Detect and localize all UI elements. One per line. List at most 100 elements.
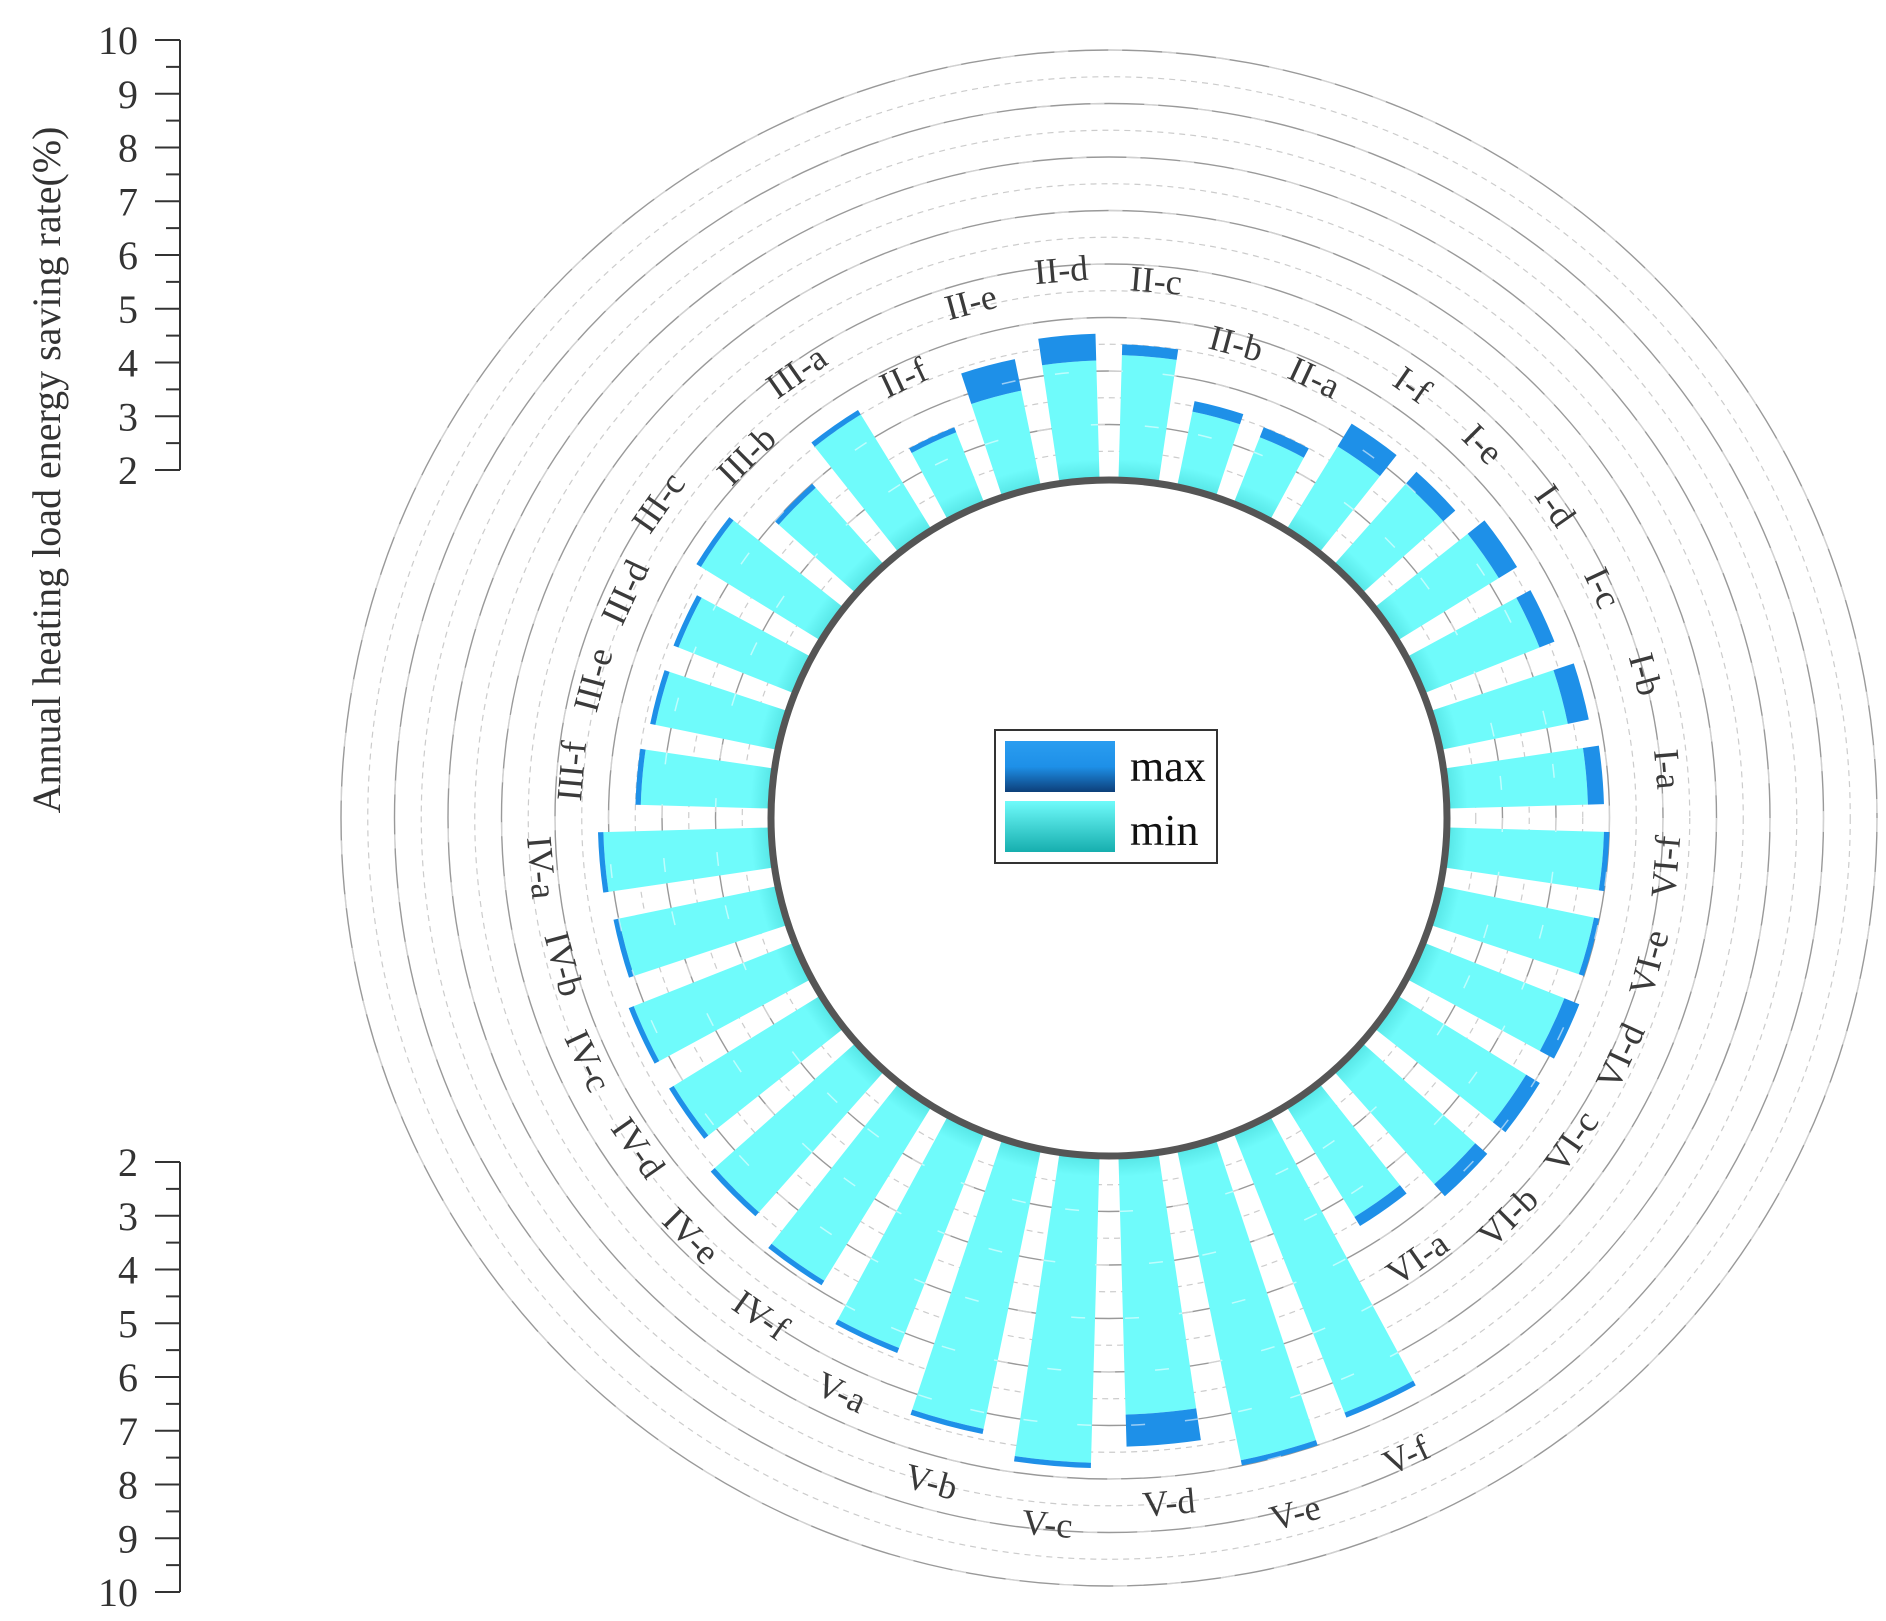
axis-tick-label: 5 <box>118 287 138 332</box>
bar-min-I-c <box>1408 597 1540 693</box>
bar-max-I-a <box>1582 745 1604 805</box>
bar-min-I-b <box>1431 670 1568 750</box>
bar-tick-ring <box>393 102 1825 1534</box>
bar-min-V-d <box>1118 1154 1197 1415</box>
bar-max-II-b <box>1192 401 1244 425</box>
bar-min-II-b <box>1177 411 1240 496</box>
category-label-III-b: III-b <box>709 418 784 493</box>
category-label-IV-d: IV-d <box>603 1110 673 1186</box>
bar-min-III-d <box>678 597 810 693</box>
gridline-minor <box>527 236 1691 1400</box>
category-label-II-e: II-e <box>940 276 1001 328</box>
bar-min-IV-b <box>618 886 787 976</box>
category-label-IV-e: IV-e <box>655 1200 728 1273</box>
category-label-II-b: II-b <box>1205 317 1267 370</box>
bar-max-VI-c <box>1492 1074 1540 1133</box>
category-label-VI-f: VI-f <box>1643 834 1688 899</box>
axis-tick-label: 6 <box>118 1355 138 1400</box>
gridline-minor <box>581 290 1637 1346</box>
radial-axis-top: 10 9 8 7 6 5 4 3 2 <box>98 18 181 493</box>
gridline-minor <box>634 343 1584 1293</box>
bar-min-III-b <box>778 487 884 593</box>
bar-max-IV-a <box>597 832 609 893</box>
bar-max-VI-d <box>1539 998 1580 1059</box>
bar-min-II-e <box>971 390 1041 496</box>
bar-max-V-a <box>835 1319 900 1353</box>
bar-min-I-d <box>1375 533 1499 640</box>
category-label-I-d: I-d <box>1527 477 1584 534</box>
bar-min-VI-d <box>1408 943 1565 1051</box>
bar-min-VI-e <box>1431 886 1595 975</box>
bar-max-IV-c <box>628 1006 660 1064</box>
bar-max-IV-f <box>768 1243 825 1286</box>
category-label-IV-b: IV-b <box>536 928 591 1001</box>
bar-max-I-e <box>1405 471 1456 522</box>
axis-tick-label: 8 <box>118 126 138 171</box>
bar-max-II-f <box>909 427 957 454</box>
gridline-minor <box>688 397 1530 1239</box>
bar-min-IV-c <box>633 943 810 1062</box>
gridline-minor <box>367 76 1851 1560</box>
category-label-II-f: II-f <box>873 349 933 406</box>
category-label-IV-a: IV-a <box>519 835 564 901</box>
bar-max-V-e <box>1240 1440 1318 1466</box>
category-label-II-a: II-a <box>1282 348 1346 406</box>
axis-tick-label: 5 <box>118 1301 138 1346</box>
bar-min-VI-f <box>1445 827 1604 891</box>
category-label-I-a: I-a <box>1646 747 1689 790</box>
bar-max-III-b <box>774 483 816 525</box>
category-label-V-e: V-e <box>1266 1487 1325 1539</box>
axis-tick-label: 4 <box>118 341 138 386</box>
bar-max-II-a <box>1259 427 1309 458</box>
bar-max-IV-b <box>613 918 635 978</box>
bar-tick-ring <box>340 49 1878 1587</box>
axis-tick-label: 9 <box>118 1516 138 1561</box>
bar-min-II-a <box>1234 437 1304 519</box>
bar-min-II-f <box>911 432 984 519</box>
bar-min-V-c <box>1014 1154 1100 1463</box>
legend: max min <box>994 729 1218 864</box>
bar-max-IV-e <box>710 1168 759 1217</box>
bar-max-I-d <box>1467 520 1518 579</box>
legend-label-min: min <box>1130 806 1198 855</box>
bar-min-VI-b <box>1334 1043 1476 1185</box>
category-label-V-c: V-c <box>1020 1502 1074 1546</box>
bar-min-V-e <box>1177 1140 1316 1461</box>
category-label-IV-f: IV-f <box>725 1282 796 1348</box>
bar-min-III-e <box>655 671 787 750</box>
bar-tick-ring <box>661 370 1557 1266</box>
bar-max-VI-e <box>1578 917 1600 976</box>
category-label-V-f: V-f <box>1377 1427 1436 1483</box>
bar-min-II-d <box>1042 360 1100 482</box>
bar-max-V-d <box>1125 1408 1201 1447</box>
category-label-V-d: V-d <box>1141 1480 1197 1524</box>
bar-max-III-e <box>650 670 670 725</box>
bar-min-IV-a <box>603 827 773 892</box>
legend-swatch-max <box>1005 741 1115 792</box>
bar-tick-ring <box>447 156 1771 1480</box>
category-label-VI-a: VI-a <box>1379 1223 1456 1294</box>
bar-max-I-b <box>1553 663 1589 724</box>
bar-max-IV-d <box>669 1085 709 1139</box>
axis-tick-label: 9 <box>118 72 138 117</box>
category-label-IV-c: IV-c <box>557 1024 620 1098</box>
category-label-VI-c: VI-c <box>1536 1103 1607 1180</box>
axis-tick-label: 2 <box>118 448 138 493</box>
category-label-II-c: II-c <box>1128 258 1183 302</box>
axis-tick-label: 2 <box>118 1140 138 1185</box>
category-label-II-d: II-d <box>1032 248 1089 293</box>
category-label-VI-b: VI-b <box>1470 1179 1546 1255</box>
axis-tick-label: 10 <box>98 1570 138 1615</box>
bar-max-II-e <box>961 359 1022 405</box>
bar-max-V-b <box>910 1409 984 1435</box>
bar-max-VI-f <box>1598 831 1610 892</box>
bars <box>340 49 1878 1587</box>
bar-max-I-c <box>1516 590 1555 648</box>
bar-min-I-a <box>1445 748 1588 809</box>
category-label-V-b: V-b <box>901 1456 962 1508</box>
bar-min-I-f <box>1287 446 1381 552</box>
bar-min-III-a <box>814 414 931 552</box>
category-label-III-d: III-d <box>593 554 657 631</box>
category-label-III-e: III-e <box>565 644 620 716</box>
category-label-III-c: III-c <box>624 465 693 540</box>
